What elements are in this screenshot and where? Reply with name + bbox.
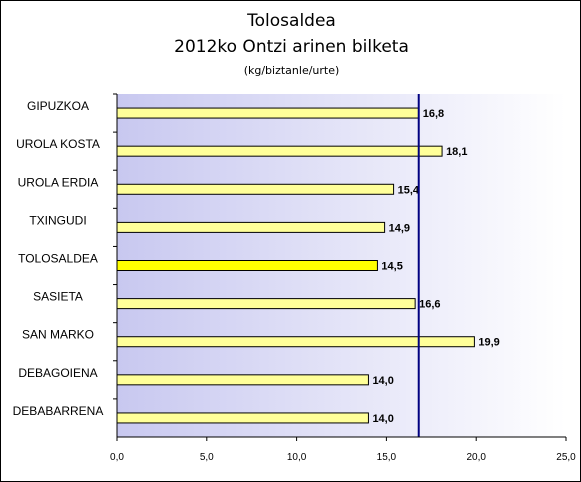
x-tick-label: 15,0 [377,452,397,463]
bar-txingudi [116,221,386,233]
bar-sasieta [116,298,416,310]
value-label: 18,1 [446,146,467,158]
value-label: 14,0 [372,413,393,425]
bar-debagoiena [116,374,369,386]
value-label: 19,9 [478,337,499,349]
chart-subtitle: 2012ko Ontzi arinen bilketa [174,37,409,57]
bar-urola-erdia [116,183,395,195]
category-label: TXINGUDI [29,213,86,227]
category-label: DEBABARRENA [13,404,104,418]
x-tick-label: 25,0 [556,452,576,463]
x-tick-label: 0,0 [110,452,124,463]
x-tick-label: 10,0 [287,452,307,463]
chart-title: Tolosaldea [247,11,336,31]
value-label: 14,9 [389,222,410,234]
value-label: 15,4 [398,184,420,196]
category-label: GIPUZKOA [27,99,89,113]
x-tick-label: 5,0 [200,452,214,463]
chart-unit-label: (kg/biztanle/urte) [243,64,340,77]
category-label: SAN MARKO [22,328,94,342]
bar-gipuzkoa [116,107,420,119]
value-label: 14,5 [381,261,402,273]
bar-tolosaldea [116,260,378,271]
value-label: 14,0 [372,375,393,387]
category-label: SASIETA [33,290,83,304]
category-label: UROLA KOSTA [16,137,100,151]
category-label: UROLA ERDIA [18,175,99,189]
x-tick-label: 20,0 [466,452,486,463]
category-label: TOLOSALDEA [18,252,98,266]
bar-debabarrena [116,412,369,424]
value-label: 16,8 [423,108,444,120]
category-label: DEBAGOIENA [18,366,97,380]
bar-san-marko [116,336,475,348]
bar-urola-kosta [116,145,443,157]
value-label: 16,6 [419,299,440,311]
